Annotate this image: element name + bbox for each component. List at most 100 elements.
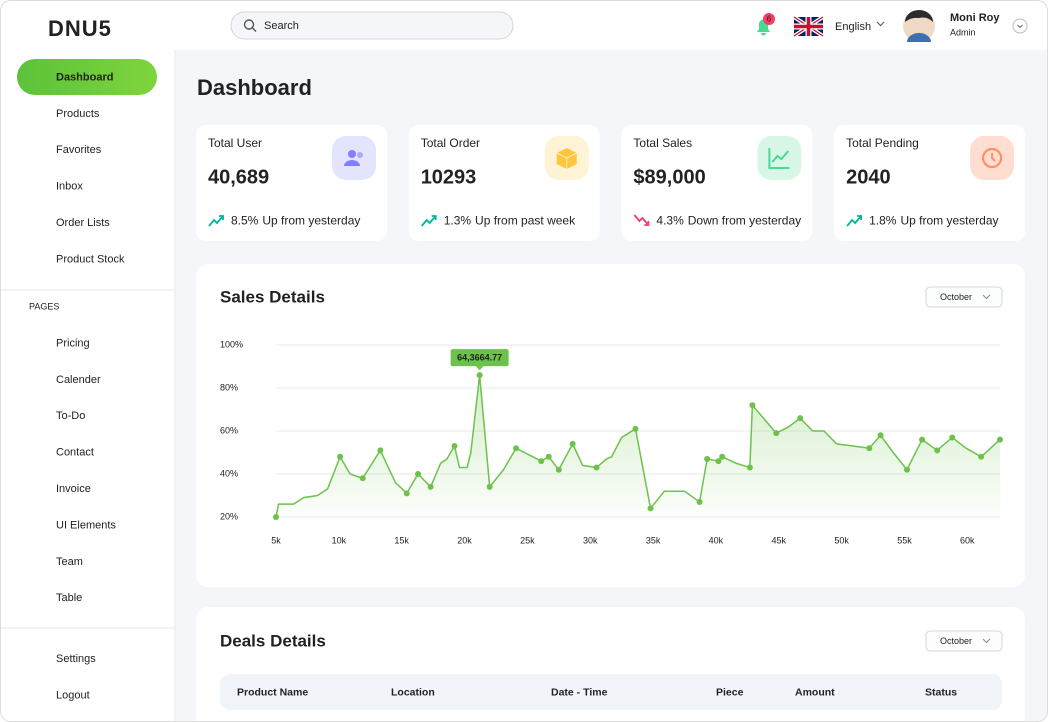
search-icon: [243, 19, 255, 30]
trend-icon: [857, 215, 862, 220]
point: [997, 436, 1003, 443]
x-tick-label: 30k: [583, 535, 598, 545]
menu-item[interactable]: UI Elements: [56, 519, 116, 531]
point: [773, 430, 780, 437]
stat-change: 4.3%: [656, 214, 684, 228]
stat-change: 8.5%: [231, 214, 259, 228]
badge-count: 6: [767, 15, 772, 24]
x-tick-label: 35k: [646, 535, 661, 545]
x-tick-label: 10k: [332, 535, 347, 545]
column-header: Piece: [716, 686, 744, 698]
stat-note: Up from yesterday: [900, 214, 998, 228]
trend-icon: [644, 221, 650, 226]
y-tick-label: 40%: [220, 468, 238, 478]
trend-icon: [431, 215, 437, 220]
stat-icon: [344, 160, 360, 166]
x-tick-label: 55k: [897, 535, 912, 545]
point: [486, 483, 493, 490]
profile-menu[interactable]: [1012, 18, 1028, 34]
point: [934, 447, 941, 454]
y-tick-label: 20%: [220, 511, 238, 521]
point: [273, 514, 279, 520]
x-tick-label: 40k: [709, 535, 724, 545]
stat-icon: [768, 148, 790, 169]
x-tick-label: 5k: [271, 535, 281, 545]
point: [337, 453, 344, 460]
stat-note: Down from yesterday: [688, 214, 801, 228]
menu-item[interactable]: Team: [56, 556, 83, 568]
point: [797, 415, 804, 422]
x-tick-label: 20k: [457, 535, 472, 545]
deals-title: Deals Details: [220, 631, 326, 650]
point: [538, 458, 545, 465]
menu-item[interactable]: Contact: [56, 447, 94, 459]
trend-icon: [219, 215, 224, 220]
trend-icon: [633, 214, 650, 226]
stat-title: Total Pending: [846, 136, 919, 150]
menu-item[interactable]: Pricing: [56, 337, 90, 349]
tooltip: [450, 349, 509, 367]
point: [632, 425, 639, 432]
menu-item[interactable]: Table: [56, 592, 82, 604]
point: [949, 434, 956, 441]
month-dropdown[interactable]: [925, 630, 1003, 652]
column-header: Amount: [795, 686, 835, 698]
user-name: Moni Roy: [950, 12, 1000, 24]
month-dropdown[interactable]: [925, 286, 1003, 308]
menu-item[interactable]: Products: [56, 108, 100, 120]
menu-item[interactable]: Inbox: [56, 181, 83, 193]
menu-item[interactable]: To-Do: [56, 410, 85, 422]
y-tick-label: 80%: [220, 382, 238, 392]
stat-title: Total User: [208, 136, 262, 150]
search-box[interactable]: [230, 11, 514, 40]
search-icon: [252, 27, 257, 32]
point: [866, 445, 873, 452]
point: [427, 483, 434, 490]
point: [403, 490, 410, 497]
point: [555, 466, 562, 473]
topbar: [0, 0, 1048, 50]
point: [545, 453, 552, 460]
column-header: Location: [391, 686, 435, 698]
dropdown-label: October: [940, 636, 972, 646]
logo[interactable]: DNU5: [48, 16, 112, 41]
badge: [763, 13, 775, 25]
menu-item[interactable]: Logout: [56, 689, 90, 701]
user-role: Admin: [950, 27, 976, 37]
menu-item[interactable]: Product Stock: [56, 253, 125, 265]
point: [415, 471, 422, 477]
point: [978, 453, 985, 460]
menu-item[interactable]: Calender: [56, 374, 101, 386]
stat-icon: [348, 150, 356, 158]
point: [696, 498, 703, 505]
trend-icon: [421, 215, 437, 227]
menu-item[interactable]: Order Lists: [56, 217, 110, 229]
column-header: Product Name: [237, 686, 308, 698]
point: [903, 466, 910, 473]
stat-icon: [357, 152, 363, 158]
search-placeholder: Search: [264, 20, 299, 32]
x-tick-label: 60k: [960, 535, 975, 545]
dropdown-label: October: [940, 292, 972, 302]
table-header: [220, 674, 1002, 710]
point: [749, 402, 756, 409]
menu-item[interactable]: Dashboard: [56, 71, 113, 83]
chevron: [1017, 24, 1023, 29]
language[interactable]: English: [835, 21, 871, 33]
chevron: [982, 294, 991, 300]
menu-item[interactable]: Settings: [56, 653, 96, 665]
page-title: Dashboard: [197, 75, 312, 100]
column-header: Date - Time: [551, 686, 608, 698]
menu-item[interactable]: Invoice: [56, 483, 91, 495]
x-tick-label: 45k: [772, 535, 787, 545]
point: [877, 432, 884, 439]
menu-item[interactable]: Favorites: [56, 144, 102, 156]
flag[interactable]: [792, 15, 825, 38]
point: [451, 443, 458, 450]
point: [746, 464, 753, 471]
point: [359, 475, 366, 482]
section-label: PAGES: [29, 301, 59, 311]
